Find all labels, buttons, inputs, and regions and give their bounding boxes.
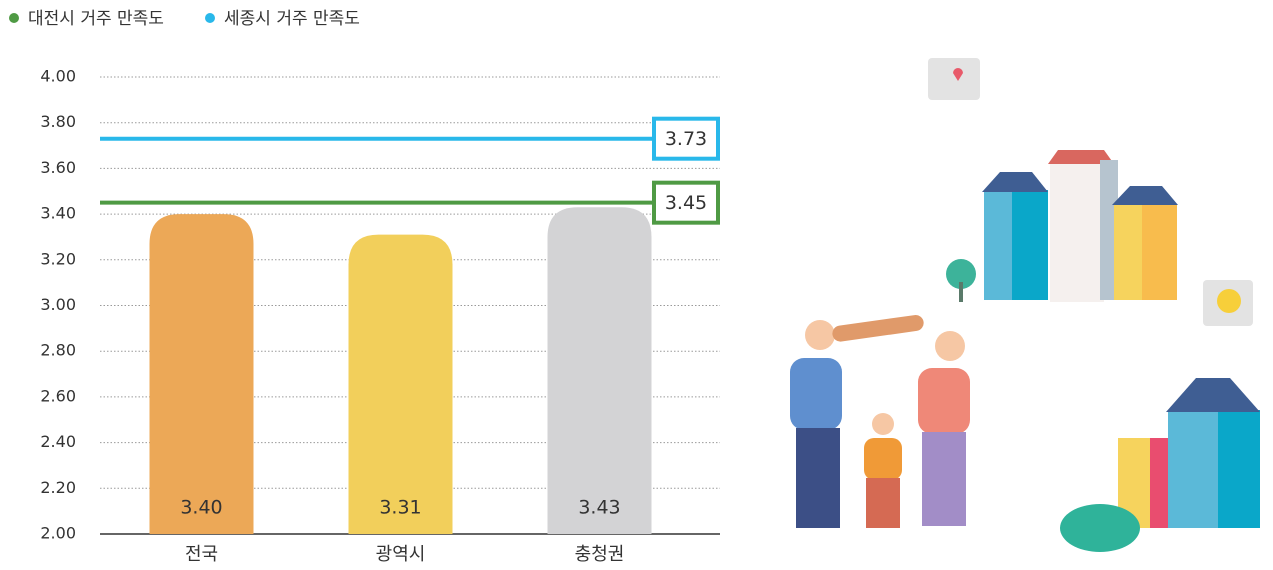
y-tick-label: 3.00 xyxy=(40,295,76,314)
person-body xyxy=(918,368,970,434)
illustration xyxy=(790,42,1260,552)
person-legs xyxy=(796,428,840,528)
tree-trunk xyxy=(959,282,963,302)
bar xyxy=(349,235,453,534)
person-head xyxy=(935,331,965,361)
value-label: 3.43 xyxy=(578,497,620,519)
legend-marker xyxy=(205,13,215,23)
bar xyxy=(150,214,254,534)
building xyxy=(1218,410,1260,528)
value-label: 3.31 xyxy=(379,497,421,519)
y-tick-label: 3.40 xyxy=(40,204,76,223)
person-body xyxy=(864,438,902,480)
building xyxy=(1012,190,1048,300)
bush xyxy=(1060,504,1140,552)
legend-marker xyxy=(9,13,19,23)
roof xyxy=(1112,186,1178,205)
reference-label: 3.45 xyxy=(665,192,707,214)
roof xyxy=(982,172,1048,192)
value-label: 3.40 xyxy=(180,497,222,519)
y-tick-label: 2.40 xyxy=(40,432,76,451)
y-tick-label: 3.60 xyxy=(40,158,76,177)
y-tick-label: 2.80 xyxy=(40,341,76,360)
x-tick-label: 충청권 xyxy=(575,544,625,565)
person-body xyxy=(790,358,842,430)
legend-label: 대전시 거주 만족도 xyxy=(28,9,164,29)
bar xyxy=(548,207,652,534)
building xyxy=(984,190,1014,300)
smiley xyxy=(1217,289,1241,313)
y-tick-label: 4.00 xyxy=(40,67,76,86)
roof xyxy=(1166,378,1260,412)
telescope xyxy=(831,314,924,343)
x-tick-label: 전국 xyxy=(185,544,218,565)
person-head xyxy=(805,320,835,350)
y-tick-label: 3.20 xyxy=(40,249,76,268)
x-tick-label: 광역시 xyxy=(376,544,426,565)
building xyxy=(1168,412,1218,528)
building xyxy=(1114,204,1142,300)
building xyxy=(1050,162,1104,302)
y-tick-label: 2.20 xyxy=(40,478,76,497)
building xyxy=(1142,204,1177,300)
legend-label: 세종시 거주 만족도 xyxy=(224,9,360,29)
y-tick-label: 3.80 xyxy=(40,112,76,131)
reference-label: 3.73 xyxy=(665,128,707,150)
y-tick-label: 2.60 xyxy=(40,386,76,405)
chart: 대전시 거주 만족도 세종시 거주 만족도 2.00 2.20 2.40 2.60 2.80… xyxy=(0,0,1273,570)
person-legs xyxy=(922,432,966,526)
speech-bubble xyxy=(928,58,980,100)
person-legs xyxy=(866,478,900,528)
person-head xyxy=(872,413,894,435)
y-tick-label: 2.00 xyxy=(40,524,76,543)
